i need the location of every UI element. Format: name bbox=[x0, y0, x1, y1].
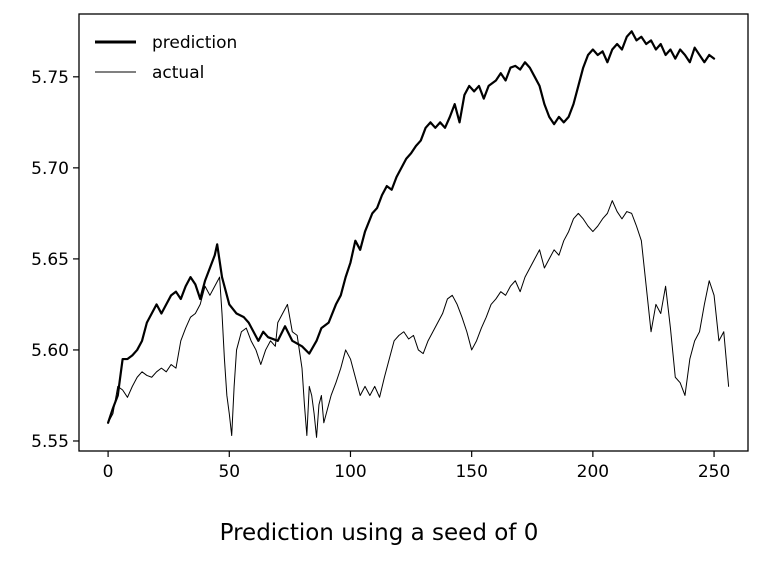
plot-frame bbox=[78, 13, 749, 452]
y-axis-ticks: 5.55 5.60 5.65 5.70 5.75 bbox=[31, 68, 79, 452]
y-tick-label: 5.55 bbox=[31, 432, 69, 452]
x-tick-label: 200 bbox=[577, 462, 609, 482]
x-axis-ticks: 0 50 100 150 200 250 bbox=[103, 451, 730, 482]
plot-series bbox=[106, 30, 730, 438]
y-tick-label: 5.70 bbox=[31, 159, 69, 179]
series-line-prediction bbox=[106, 30, 716, 424]
x-tick-label: 150 bbox=[455, 462, 487, 482]
y-tick-label: 5.60 bbox=[31, 341, 69, 361]
y-tick-label: 5.75 bbox=[31, 68, 69, 88]
x-tick-label: 0 bbox=[103, 462, 114, 482]
x-tick-label: 50 bbox=[218, 462, 240, 482]
figure-caption: Prediction using a seed of 0 bbox=[219, 520, 539, 546]
x-tick-label: 100 bbox=[334, 462, 366, 482]
y-tick-label: 5.65 bbox=[31, 250, 69, 270]
legend-label-actual: actual bbox=[152, 63, 204, 83]
x-tick-label: 250 bbox=[698, 462, 730, 482]
legend: prediction actual bbox=[95, 33, 237, 83]
series-line-actual bbox=[107, 200, 730, 438]
legend-label-prediction: prediction bbox=[152, 33, 237, 53]
